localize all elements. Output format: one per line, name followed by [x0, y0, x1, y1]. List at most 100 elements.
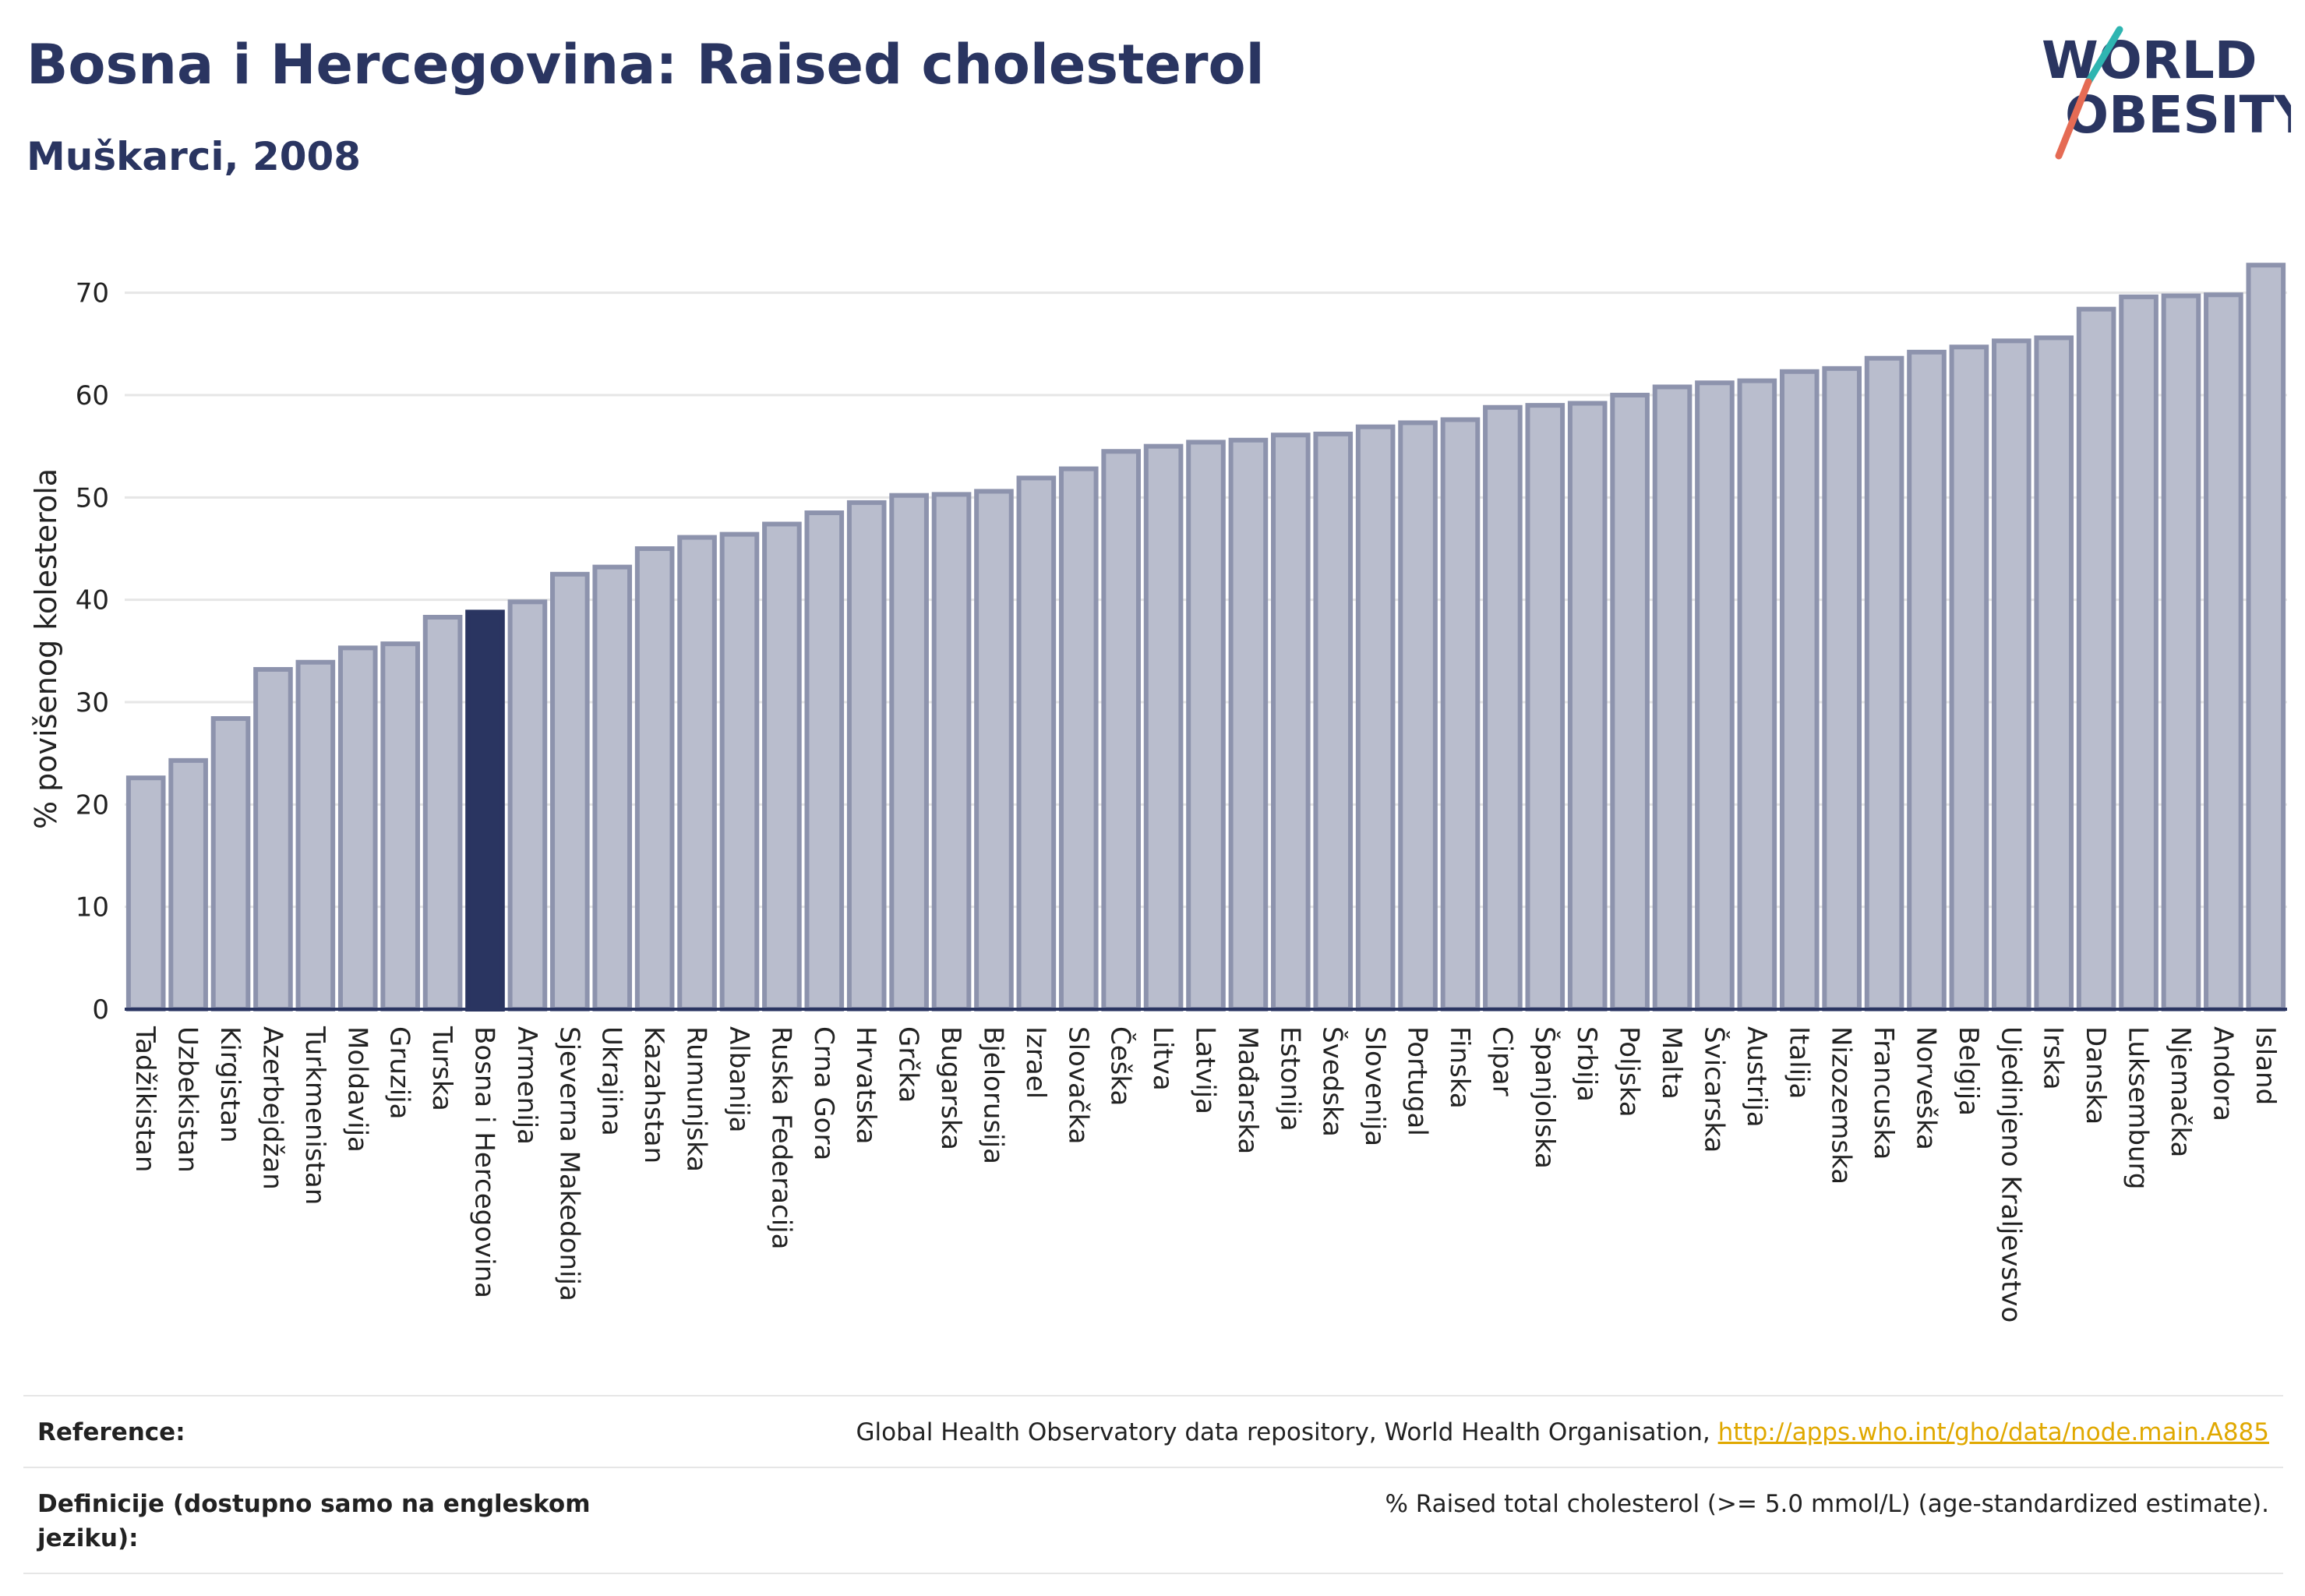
x-tick-label: Portugal — [1402, 1026, 1433, 1136]
x-tick-label: Italija — [1783, 1026, 1814, 1099]
x-tick-label: Bosna i Hercegovina — [469, 1026, 500, 1298]
x-tick-label: Rumunjska — [681, 1026, 712, 1172]
x-tick-label: Armenija — [511, 1026, 542, 1145]
x-tick-label: Luksemburg — [2123, 1026, 2154, 1189]
x-tick-label: Irska — [2038, 1026, 2069, 1090]
x-tick-label: Andora — [2207, 1026, 2238, 1121]
x-tick-label: Švicarska — [1698, 1026, 1730, 1153]
bar — [380, 641, 420, 1012]
x-tick-label: Švedska — [1317, 1026, 1349, 1137]
chart-title: Bosna i Hercegovina: Raised cholesterol — [26, 33, 1265, 97]
y-axis-ticks: 0 10 20 30 40 50 60 70 — [76, 278, 109, 1026]
x-tick-label: Moldavija — [341, 1026, 372, 1153]
bar — [804, 510, 845, 1012]
bar — [295, 659, 336, 1012]
reference-value: Global Health Observatory data repositor… — [856, 1415, 2269, 1449]
bar — [210, 716, 251, 1012]
bar — [2246, 263, 2286, 1012]
bar — [337, 645, 378, 1012]
y-axis-title: % povišenog kolesterola — [29, 468, 63, 829]
bar — [1652, 384, 1693, 1012]
bar — [1525, 403, 1565, 1012]
bar — [1355, 424, 1396, 1012]
y-tick-label: 0 — [92, 994, 109, 1026]
footer-table: Reference: Global Health Observatory dat… — [23, 1395, 2283, 1574]
bar — [974, 489, 1014, 1012]
definition-label: Definicije (dostupno samo na engleskom j… — [37, 1490, 591, 1552]
bar — [634, 546, 675, 1012]
bar — [1058, 466, 1099, 1012]
bar — [1483, 404, 1523, 1012]
bar — [2161, 293, 2201, 1012]
x-tick-label: Tadžikistan — [129, 1026, 161, 1172]
bar — [1398, 420, 1438, 1012]
x-tick-label: Mađarska — [1232, 1026, 1263, 1154]
reference-label: Reference: — [37, 1418, 185, 1446]
x-tick-label: Slovačka — [1062, 1026, 1093, 1144]
x-tick-label: Azerbejdžan — [256, 1026, 288, 1190]
bar — [1186, 440, 1226, 1012]
bar — [507, 599, 548, 1012]
bar — [1143, 443, 1184, 1012]
bar — [1779, 369, 1820, 1012]
bar — [125, 775, 166, 1012]
bar — [931, 492, 972, 1012]
world-obesity-logo: WORLD OBESITY — [2042, 26, 2291, 160]
bar — [2119, 294, 2159, 1012]
reference-link[interactable]: http://apps.who.int/gho/data/node.main.A… — [1717, 1418, 2269, 1446]
y-tick-label: 30 — [76, 687, 109, 719]
bar — [1737, 378, 1777, 1012]
bar — [1567, 401, 1608, 1012]
bar — [1949, 344, 1989, 1012]
x-tick-label: Slovenija — [1359, 1026, 1390, 1146]
x-axis-labels: Tadžikistan Uzbekistan Kirgistan Azerbejdža… — [129, 1026, 2281, 1322]
definition-row: Definicije (dostupno samo na engleskom j… — [23, 1467, 2283, 1574]
x-tick-label: Turkmenistan — [299, 1026, 330, 1205]
bar — [2076, 306, 2116, 1012]
bar — [1907, 349, 1947, 1012]
bar — [677, 535, 717, 1012]
reference-row: Reference: Global Health Observatory dat… — [23, 1395, 2283, 1467]
x-tick-label: Kirgistan — [214, 1026, 245, 1143]
bar — [719, 531, 760, 1012]
x-tick-label: Ruska Federacija — [765, 1026, 796, 1249]
x-tick-label: Hrvatska — [850, 1026, 881, 1144]
x-tick-label: Kazahstan — [638, 1026, 669, 1163]
x-tick-label: Češka — [1105, 1026, 1137, 1106]
chart-subtitle: Muškarci, 2008 — [26, 134, 362, 179]
bar — [1822, 365, 1862, 1012]
x-tick-label: Danska — [2080, 1026, 2111, 1125]
y-tick-label: 20 — [76, 789, 109, 821]
bar — [1992, 338, 2031, 1012]
bar — [1016, 475, 1057, 1012]
y-tick-label: 40 — [76, 585, 109, 616]
x-tick-label: Belgija — [1953, 1026, 1984, 1116]
x-tick-label: Latvija — [1190, 1026, 1221, 1114]
bar — [422, 614, 463, 1012]
x-tick-label: Finska — [1444, 1026, 1475, 1109]
x-tick-label: Grčka — [893, 1026, 924, 1103]
x-tick-label: Španjolska — [1529, 1026, 1561, 1169]
bars — [125, 263, 2286, 1012]
x-tick-label: Ujedinjeno Kraljevstvo — [1995, 1026, 2026, 1322]
x-tick-label: Norveška — [1911, 1026, 1942, 1150]
bar — [2034, 335, 2074, 1012]
logo-line2: OBESITY — [2065, 85, 2291, 145]
bar-highlight — [465, 609, 505, 1012]
x-tick-label: Austrija — [1741, 1026, 1772, 1128]
bar — [889, 493, 929, 1012]
x-tick-label: Gruzija — [384, 1026, 415, 1119]
bar — [592, 564, 633, 1012]
reference-text: Global Health Observatory data repositor… — [856, 1418, 1718, 1446]
x-tick-label: Ukrajina — [596, 1026, 627, 1136]
x-tick-label: Srbija — [1571, 1026, 1602, 1102]
x-tick-label: Malta — [1656, 1026, 1687, 1100]
bar — [550, 571, 590, 1012]
bar — [1864, 355, 1904, 1012]
y-tick-label: 60 — [76, 380, 109, 411]
x-tick-label: Cipar — [1486, 1026, 1517, 1096]
bar — [1271, 433, 1311, 1012]
x-tick-label: Bjelorusija — [977, 1026, 1008, 1164]
y-tick-label: 70 — [76, 278, 109, 309]
logo-slash-coral — [2055, 78, 2092, 160]
